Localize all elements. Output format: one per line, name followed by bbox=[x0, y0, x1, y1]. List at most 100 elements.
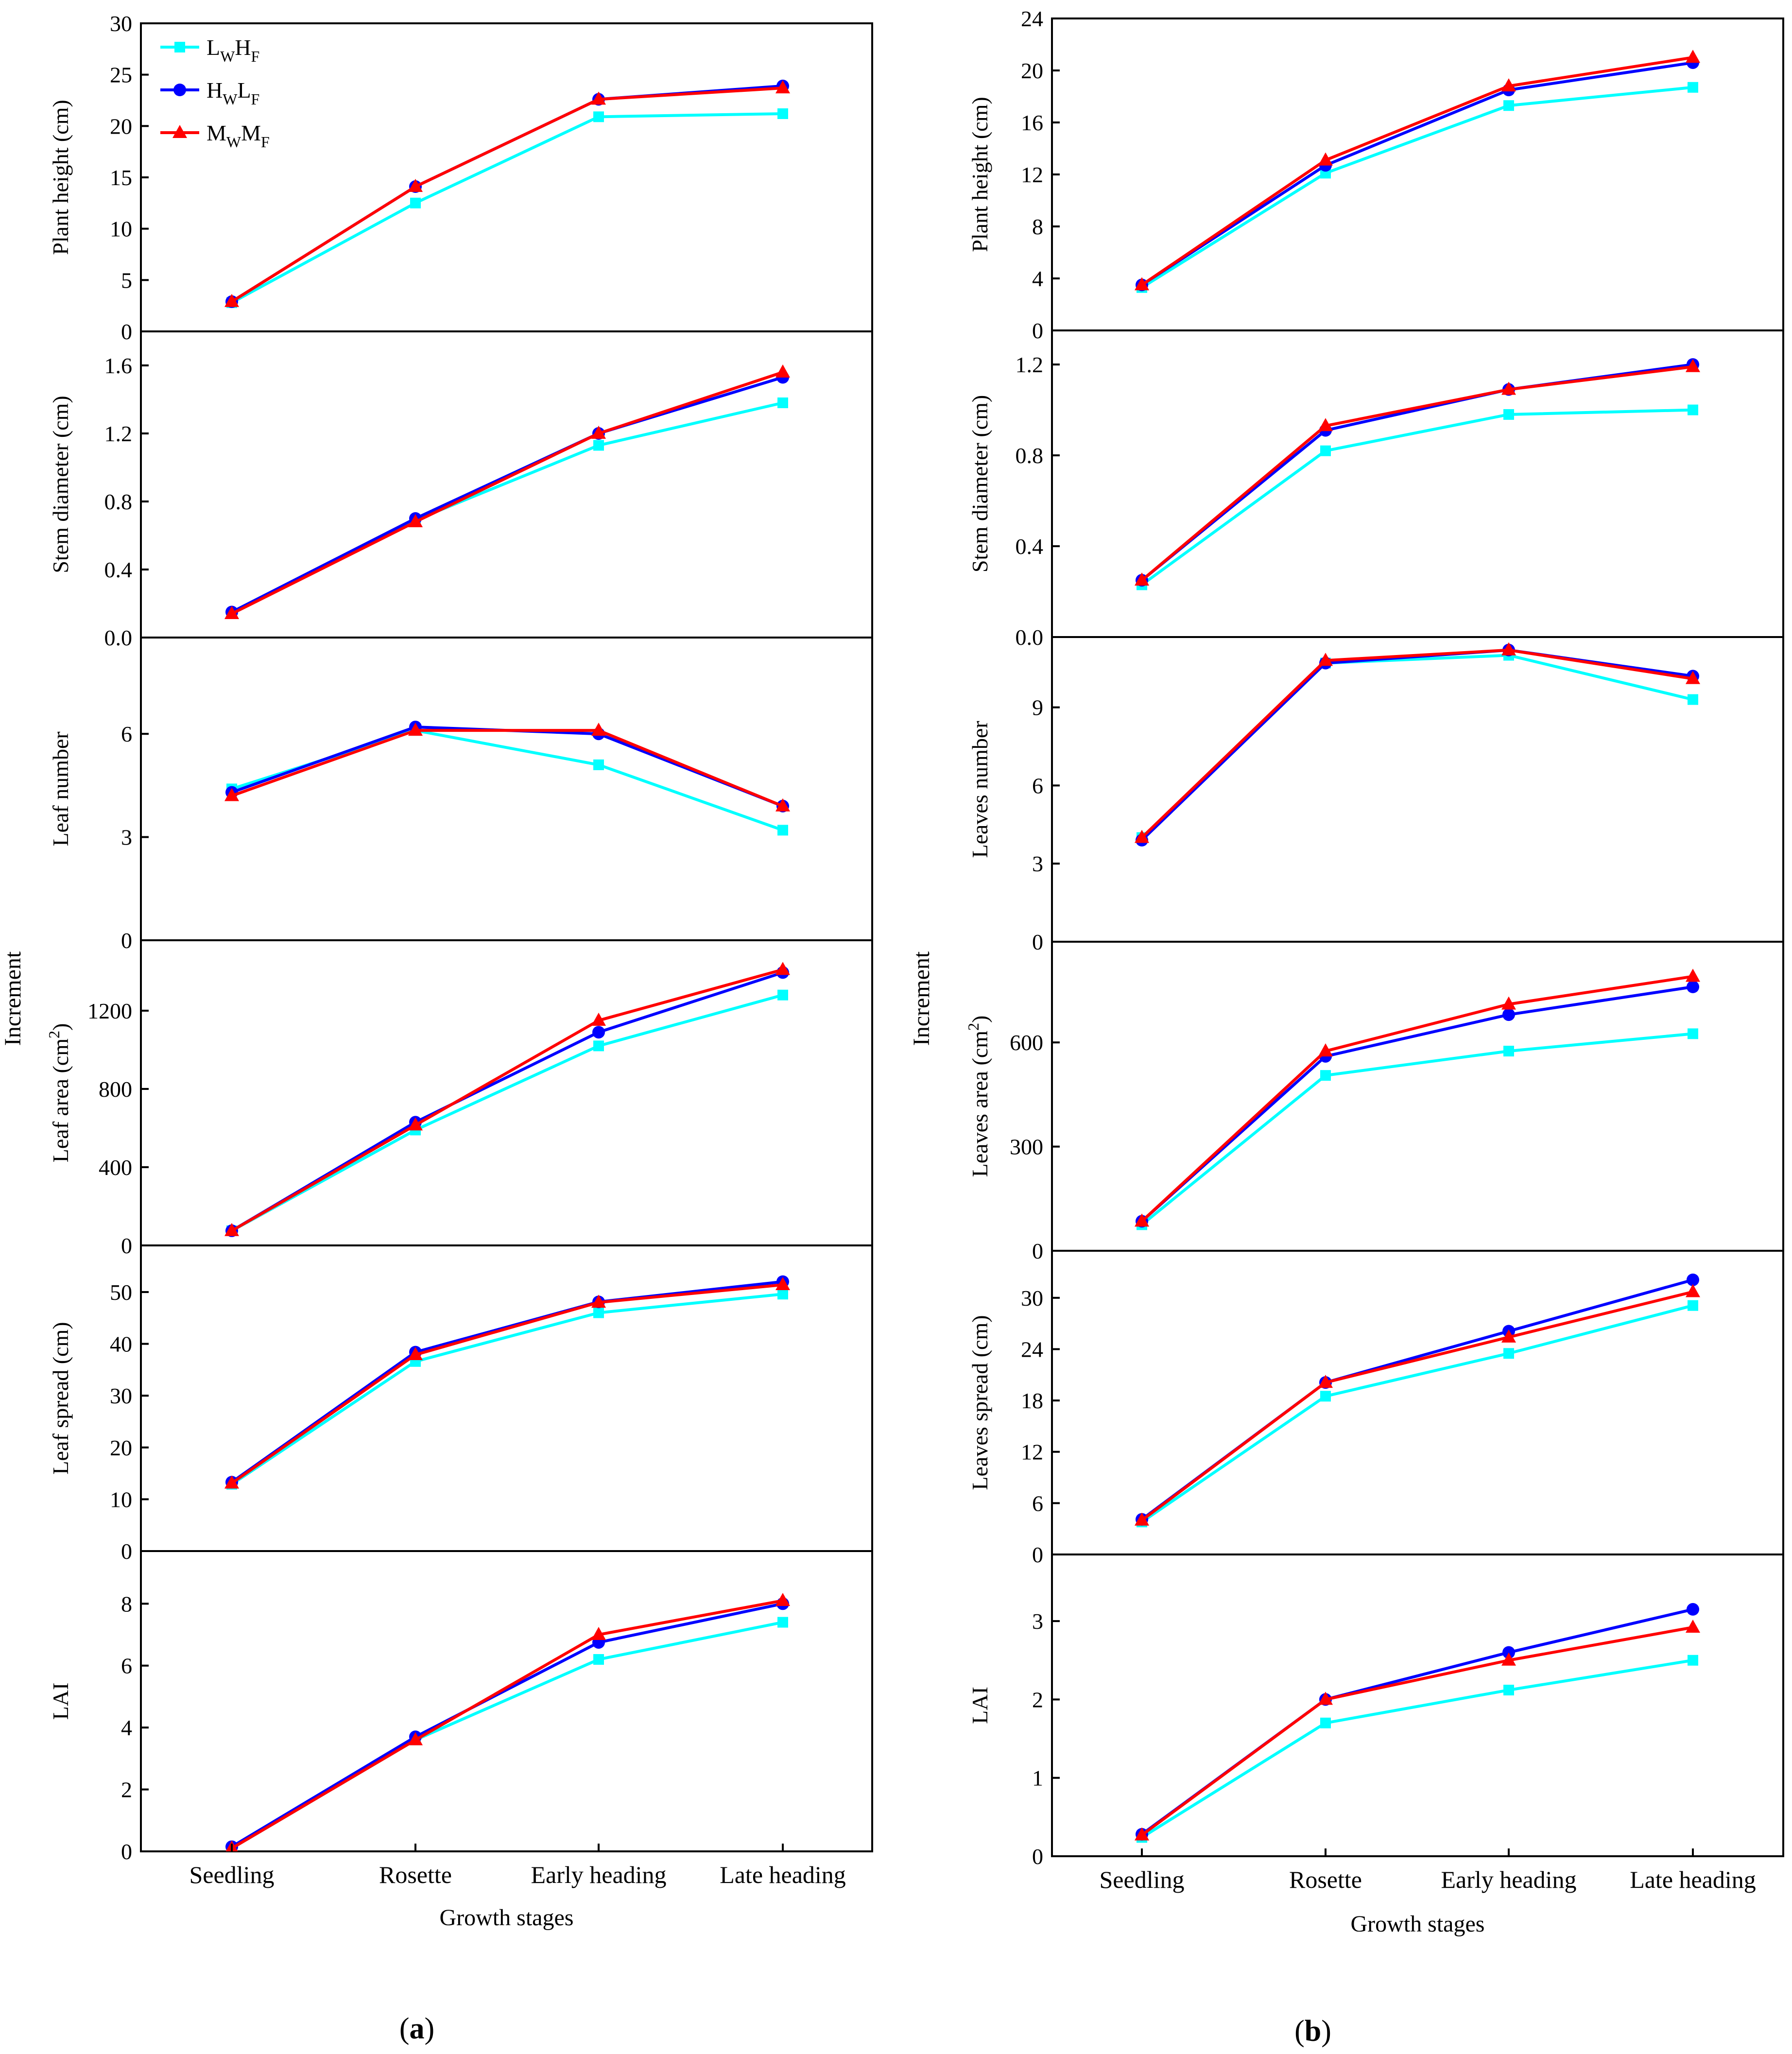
legend-label-main1: M bbox=[207, 121, 226, 145]
y-tick-label: 0 bbox=[1032, 318, 1043, 343]
y-axis-label-text: Plant height (cm) bbox=[967, 97, 992, 252]
data-point-MWMF bbox=[1318, 653, 1333, 666]
series-line-HWLF bbox=[1140, 985, 1693, 1223]
y-tick-label: 1.2 bbox=[1016, 352, 1044, 377]
y-axis-label: Stem diameter (cm) bbox=[967, 395, 992, 572]
y-axis-label-text: Leaves area (cm bbox=[967, 1031, 992, 1177]
y-tick-label: 300 bbox=[1010, 1135, 1043, 1159]
legend-item-HWLF: HWLF bbox=[160, 78, 259, 108]
y-tick-label: 6 bbox=[121, 722, 132, 746]
y-tick-label: 600 bbox=[1010, 1030, 1043, 1055]
y-axis-label-text: Stem diameter (cm) bbox=[967, 395, 992, 572]
plot-area bbox=[1135, 50, 1700, 293]
y-tick-label: 10 bbox=[110, 217, 132, 242]
y-tick-label: 1 bbox=[1032, 1766, 1043, 1791]
series-line-MWMF bbox=[1141, 56, 1693, 286]
data-point-LWHF bbox=[1688, 1655, 1698, 1666]
y-tick-label: 3 bbox=[1032, 1609, 1043, 1634]
legend-item-MWMF: MWMF bbox=[160, 121, 270, 151]
legend-label-sub1: W bbox=[223, 90, 238, 108]
data-point-LWHF bbox=[777, 108, 788, 119]
y-axis-label: Plant height (cm) bbox=[48, 100, 73, 255]
panel-label-letter: a bbox=[410, 2012, 425, 2045]
series-line-MWMF bbox=[1141, 365, 1693, 582]
y-tick-label: 800 bbox=[99, 1077, 132, 1102]
legend-label-sub2: F bbox=[251, 48, 260, 65]
panel-b-subplot-5: 0 6 12 18 24 30 Leaves spread (cm) bbox=[967, 1250, 1784, 1567]
panel-label-open: ( bbox=[1294, 2015, 1305, 2048]
y-axis-label: Plant height (cm) bbox=[967, 97, 992, 252]
series-line-LWHF bbox=[231, 1293, 783, 1485]
panel-b-subplot-4: 0 300 600 Leaves area (cm2) bbox=[965, 941, 1784, 1263]
x-tick-label: Rosette bbox=[1289, 1866, 1362, 1893]
y-axis-label: Leaf spread (cm) bbox=[48, 1322, 73, 1474]
data-point-MWMF bbox=[224, 788, 239, 801]
y-group-label: Increment bbox=[0, 951, 26, 1046]
series-line-MWMF bbox=[231, 1283, 783, 1484]
y-axis-label-text: Leaf area (cm bbox=[48, 1038, 73, 1163]
data-point-HWLF bbox=[592, 1026, 605, 1039]
y-tick-label: 8 bbox=[121, 1591, 132, 1616]
plot-area bbox=[224, 721, 790, 836]
panel-label-close: ) bbox=[425, 2012, 435, 2045]
legend-label-main1: H bbox=[207, 78, 223, 103]
plot-area bbox=[1135, 1273, 1700, 1528]
y-tick-label: 30 bbox=[110, 11, 132, 36]
x-tick-label: Seedling bbox=[1100, 1866, 1185, 1893]
y-tick-label: 4 bbox=[121, 1715, 132, 1740]
y-tick-label: 50 bbox=[110, 1280, 132, 1305]
y-tick-label: 12 bbox=[1021, 1440, 1043, 1465]
data-point-MWMF bbox=[1501, 1329, 1516, 1343]
legend-label: HWLF bbox=[207, 78, 259, 108]
data-point-LWHF bbox=[777, 825, 788, 836]
y-axis-label-text: Stem diameter (cm) bbox=[48, 396, 73, 573]
data-point-MWMF bbox=[1501, 381, 1516, 395]
data-point-MWMF bbox=[1686, 1284, 1700, 1297]
y-tick-label: 20 bbox=[1021, 58, 1043, 83]
legend-item-LWHF: LWHF bbox=[160, 35, 259, 65]
y-tick-label: 1200 bbox=[87, 999, 132, 1023]
y-tick-label: 9 bbox=[1032, 695, 1043, 720]
legend-label-main2: L bbox=[237, 78, 251, 103]
series-line-HWLF bbox=[231, 1280, 783, 1484]
plot-area bbox=[225, 1592, 790, 1851]
series-line-HWLF bbox=[231, 84, 783, 303]
y-axis-label: LAI bbox=[48, 1683, 73, 1720]
y-tick-label: 24 bbox=[1021, 6, 1043, 31]
y-tick-label: 0 bbox=[121, 1233, 132, 1258]
data-point-MWMF bbox=[1135, 1827, 1149, 1841]
data-point-MWMF bbox=[1686, 359, 1700, 372]
y-tick-label: 6 bbox=[1032, 773, 1043, 798]
data-point-HWLF bbox=[1687, 1273, 1699, 1286]
y-tick-label: 20 bbox=[110, 1435, 132, 1460]
series-line-LWHF bbox=[231, 1621, 783, 1850]
data-point-MWMF bbox=[408, 179, 423, 192]
y-tick-label: 0.0 bbox=[1016, 625, 1044, 650]
data-point-MWMF bbox=[224, 1475, 239, 1489]
series-line-LWHF bbox=[1141, 1304, 1693, 1523]
y-axis-label: Stem diameter (cm) bbox=[48, 396, 73, 573]
series-line-MWMF bbox=[231, 729, 784, 808]
y-tick-label: 0.4 bbox=[104, 557, 133, 582]
series-line-LWHF bbox=[231, 112, 783, 304]
data-point-MWMF bbox=[591, 426, 606, 439]
y-tick-label: 0 bbox=[121, 928, 132, 953]
plot-frame bbox=[140, 1244, 873, 1552]
y-tick-label: 0 bbox=[1032, 1239, 1043, 1263]
data-point-MWMF bbox=[591, 1013, 606, 1026]
legend-label: MWMF bbox=[207, 121, 270, 151]
plot-area bbox=[1135, 968, 1700, 1230]
y-tick-label: 3 bbox=[121, 825, 132, 850]
panel-label-close: ) bbox=[1321, 2015, 1331, 2048]
panel-b-subplot-1: 0 4 8 12 16 20 24 Plant height (cm) bbox=[967, 6, 1784, 343]
series-line-MWMF bbox=[1141, 1290, 1693, 1521]
y-tick-label: 0 bbox=[121, 1539, 132, 1564]
panel-b-subplot-2: 0.0 0.4 0.8 1.2 Stem diameter (cm) bbox=[967, 329, 1784, 650]
data-point-LWHF bbox=[1503, 1348, 1514, 1359]
data-point-LWHF bbox=[1503, 100, 1514, 111]
series-line-LWHF bbox=[1141, 408, 1693, 586]
data-point-LWHF bbox=[593, 759, 604, 770]
data-point-MWMF bbox=[408, 1117, 423, 1131]
y-tick-label: 30 bbox=[110, 1383, 132, 1408]
y-axis-label-sup: 2 bbox=[45, 1031, 63, 1038]
